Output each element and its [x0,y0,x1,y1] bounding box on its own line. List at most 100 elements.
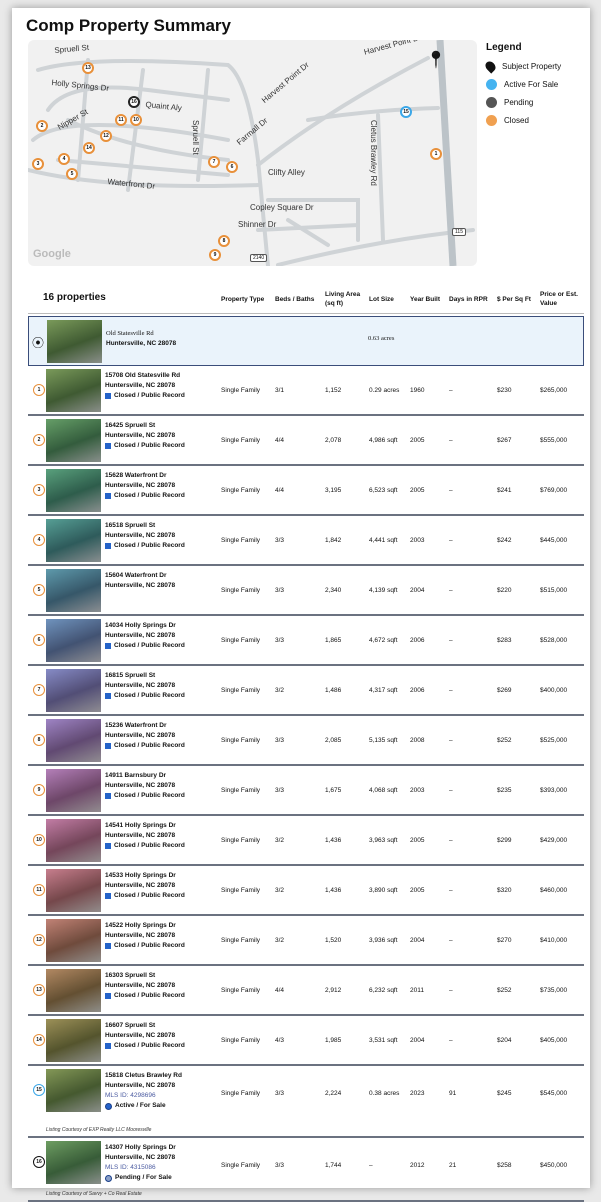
table-row[interactable]: 4 16518 Spruell St Huntersville, NC 28078… [28,516,584,566]
cell-year: 2006 [410,637,425,644]
property-photo[interactable] [46,369,101,412]
property-photo[interactable] [46,519,101,562]
cell-ppsf: $299 [497,837,512,844]
property-photo[interactable] [46,419,101,462]
property-photo[interactable] [46,969,101,1012]
map-marker-8[interactable]: 8 [218,235,230,247]
map-marker-3[interactable]: 3 [32,158,44,170]
table-row[interactable]: 1 15708 Old Statesville Rd Huntersville, … [28,366,584,416]
property-photo[interactable] [46,769,101,812]
cell-days: – [449,1037,453,1044]
status-text: Closed / Public Record [114,542,185,549]
table-row[interactable]: 10 14541 Holly Springs Dr Huntersville, N… [28,816,584,866]
city-state-zip: Huntersville, NC 28078 [105,1154,176,1161]
street-address[interactable]: 14522 Holly Springs Dr [105,922,176,929]
table-row[interactable]: 16 14307 Holly Springs Dr Huntersville, N… [28,1138,584,1202]
street-address[interactable]: 14034 Holly Springs Dr [105,622,176,629]
map-marker-14[interactable]: 14 [83,142,95,154]
street-address[interactable]: 15604 Waterfront Dr [105,572,167,579]
subject-property-row[interactable]: ⦿ Old Statesville Rd Huntersville, NC 28… [28,316,584,366]
street-address[interactable]: 14541 Holly Springs Dr [105,822,176,829]
table-row[interactable]: 9 14911 Barnsbury Dr Huntersville, NC 280… [28,766,584,816]
property-photo[interactable] [46,469,101,512]
property-photo[interactable] [46,1019,101,1062]
cell-price: $515,000 [540,587,568,594]
comp-map[interactable]: Spruell St Holly Springs Dr Quaint Aly Nipp… [28,40,477,266]
street-address[interactable]: 14307 Holly Springs Dr [105,1144,176,1151]
cell-bb: 3/3 [275,1162,285,1169]
table-row[interactable]: 14 16607 Spruell St Huntersville, NC 2807… [28,1016,584,1066]
map-marker-11[interactable]: 11 [115,114,127,126]
property-photo[interactable] [46,869,101,912]
street-address[interactable]: 15708 Old Statesville Rd [105,372,181,379]
cell-ppsf: $258 [497,1162,512,1169]
subject-property-pin-icon[interactable]: 📍 [426,52,446,69]
cell-lot: 4,317 sqft [369,687,398,694]
street-address[interactable]: 15628 Waterfront Dr [105,472,167,479]
table-row[interactable]: 7 16815 Spruell St Huntersville, NC 28078… [28,666,584,716]
status-icon [105,1174,112,1182]
property-photo[interactable] [46,819,101,862]
table-row[interactable]: 11 14533 Holly Springs Dr Huntersville, N… [28,866,584,916]
row-marker: 14 [33,1034,45,1046]
cell-bb: 3/2 [275,937,285,944]
cell-type: Single Family [221,887,261,894]
map-marker-7[interactable]: 7 [208,156,220,168]
map-marker-15[interactable]: 15 [400,106,412,118]
street-address[interactable]: 16518 Spruell St [105,522,156,529]
property-photo[interactable] [46,1069,101,1112]
cell-lot: 3,531 sqft [369,1037,398,1044]
property-photo[interactable] [46,919,101,962]
table-row[interactable]: 8 15236 Waterfront Dr Huntersville, NC 28… [28,716,584,766]
legend-swatch-icon [486,97,497,108]
map-marker-10[interactable]: 10 [130,114,142,126]
table-row[interactable]: 5 15604 Waterfront Dr Huntersville, NC 28… [28,566,584,616]
cell-price: $525,000 [540,737,568,744]
property-photo[interactable] [46,719,101,762]
cell-year: 1960 [410,387,425,394]
header-property-type: Property Type [221,296,265,303]
street-address[interactable]: 15818 Cletus Brawley Rd [105,1072,182,1079]
cell-area: 1,675 [325,787,342,794]
cell-year: 2003 [410,787,425,794]
property-photo[interactable] [46,1141,101,1184]
cell-lot: 6,523 sqft [369,487,398,494]
cell-ppsf: $269 [497,687,512,694]
street-address[interactable]: 16815 Spruell St [105,672,156,679]
cell-price: $769,000 [540,487,568,494]
street-address[interactable]: 16303 Spruell St [105,972,156,979]
cell-bb: 3/3 [275,637,285,644]
subject-street: Old Statesville Rd [106,330,154,337]
table-row[interactable]: 15 15818 Cletus Brawley Rd Huntersville, … [28,1066,584,1138]
street-address[interactable]: 16425 Spruell St [105,422,156,429]
street-address[interactable]: 15236 Waterfront Dr [105,722,167,729]
street-address[interactable]: 14533 Holly Springs Dr [105,872,176,879]
cell-bb: 3/1 [275,387,285,394]
listing-courtesy: Listing Courtesy of EXP Realty LLC Moore… [46,1127,152,1133]
property-photo[interactable] [46,569,101,612]
table-row[interactable]: 3 15628 Waterfront Dr Huntersville, NC 28… [28,466,584,516]
property-photo[interactable] [46,669,101,712]
table-row[interactable]: 13 16303 Spruell St Huntersville, NC 2807… [28,966,584,1016]
row-marker: 2 [33,434,45,446]
map-marker-2[interactable]: 2 [36,120,48,132]
map-marker-1[interactable]: 1 [430,148,442,160]
table-row[interactable]: 12 14522 Holly Springs Dr Huntersville, N… [28,916,584,966]
street-address[interactable]: 16607 Spruell St [105,1022,156,1029]
header-living-area: Living Area (sq ft) [325,291,361,307]
map-marker-16[interactable]: 16 [128,96,140,108]
status-icon [105,543,111,549]
table-row[interactable]: 2 16425 Spruell St Huntersville, NC 28078… [28,416,584,466]
map-marker-4[interactable]: 4 [58,153,70,165]
map-marker-13[interactable]: 13 [82,62,94,74]
cell-days: 91 [449,1090,457,1097]
cell-price: $429,000 [540,837,568,844]
property-photo[interactable] [46,619,101,662]
header-year-built: Year Built [410,296,440,303]
map-marker-12[interactable]: 12 [100,130,112,142]
map-marker-5[interactable]: 5 [66,168,78,180]
map-marker-6[interactable]: 6 [226,161,238,173]
street-address[interactable]: 14911 Barnsbury Dr [105,772,167,779]
table-row[interactable]: 6 14034 Holly Springs Dr Huntersville, NC… [28,616,584,666]
map-marker-9[interactable]: 9 [209,249,221,261]
